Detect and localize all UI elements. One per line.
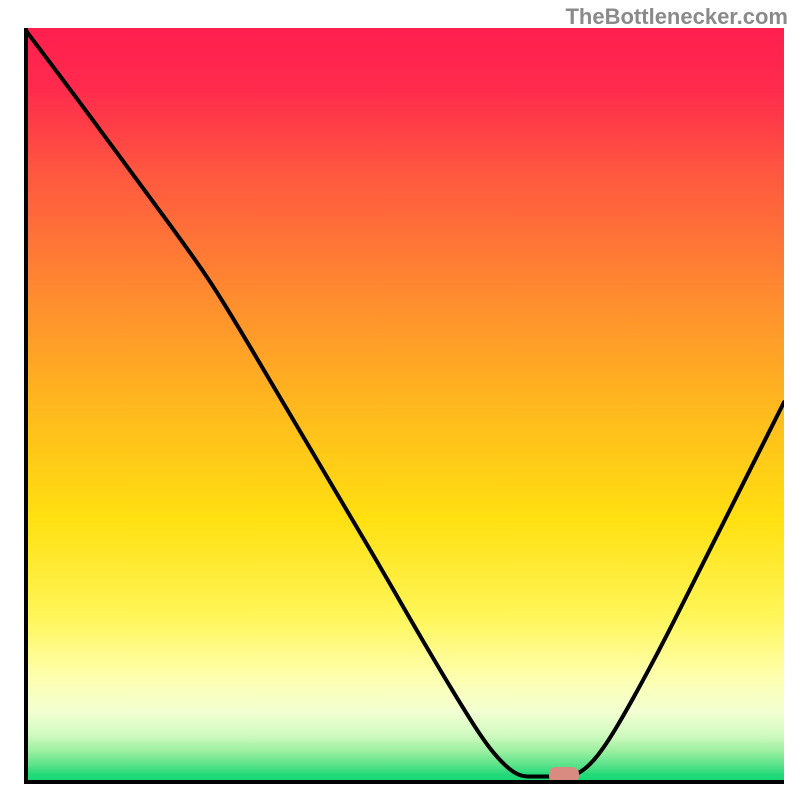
y-axis	[24, 28, 28, 784]
watermark-text: TheBottlenecker.com	[565, 4, 788, 30]
plot-area	[24, 28, 784, 784]
chart-container: TheBottlenecker.com	[0, 0, 800, 800]
bottleneck-curve	[24, 28, 784, 784]
x-axis	[24, 780, 784, 784]
